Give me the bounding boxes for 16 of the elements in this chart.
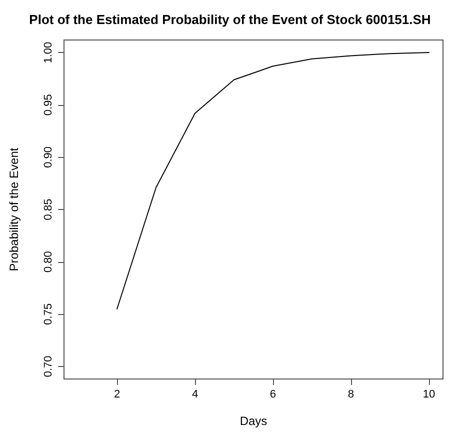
y-tick-label: 0.85: [42, 198, 54, 220]
y-tick-label: 0.75: [42, 303, 54, 325]
chart-title: Plot of the Estimated Probability of the Event of Stock 600151.SH: [29, 12, 431, 27]
x-tick-label: 10: [422, 388, 436, 400]
y-tick-label: 1.00: [42, 42, 54, 64]
x-tick-label: 2: [114, 388, 120, 400]
y-tick-label: 0.70: [42, 356, 54, 378]
y-tick-label: 0.90: [42, 146, 54, 168]
x-tick-label: 4: [192, 388, 198, 400]
y-tick-label: 0.95: [42, 94, 54, 116]
x-tick-label: 8: [348, 388, 354, 400]
x-axis-title: Days: [240, 414, 268, 428]
y-axis-title: Probability of the Event: [7, 147, 21, 272]
line-series: [116, 52, 430, 310]
x-tick-label: 6: [270, 388, 276, 400]
y-tick-label: 0.80: [42, 251, 54, 273]
